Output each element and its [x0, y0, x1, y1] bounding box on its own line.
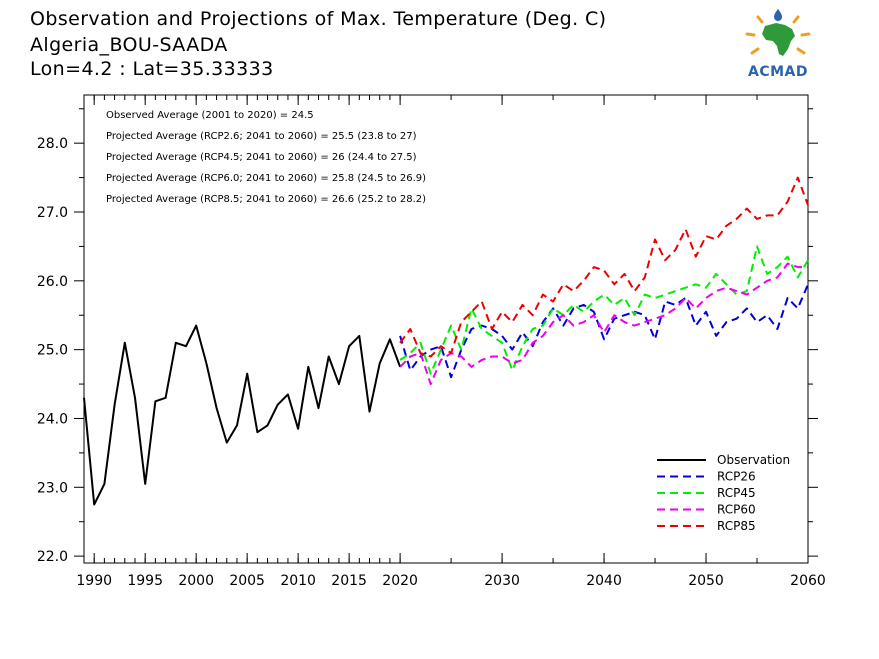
- y-tick-label: 24.0: [37, 411, 68, 427]
- y-tick-label: 26.0: [37, 274, 68, 290]
- legend-label: RCP26: [717, 470, 756, 484]
- station-name: Algeria_BOU-SAADA: [30, 34, 228, 56]
- legend-label: Observation: [717, 453, 790, 467]
- legend-label: RCP45: [717, 486, 756, 500]
- legend-label: RCP85: [717, 519, 756, 533]
- y-tick-label: 27.0: [37, 205, 68, 221]
- africa-sun-icon: [745, 9, 811, 56]
- y-tick-label: 28.0: [37, 136, 68, 152]
- y-tick-label: 25.0: [37, 343, 68, 359]
- average-annotation: Projected Average (RCP4.5; 2041 to 2060)…: [106, 152, 417, 163]
- average-annotation: Projected Average (RCP2.6; 2041 to 2060)…: [106, 131, 417, 142]
- x-tick-label: 2040: [586, 573, 622, 589]
- station-coordinates: Lon=4.2 : Lat=35.33333: [30, 58, 274, 80]
- y-tick-label: 22.0: [37, 549, 68, 565]
- series-line-rcp26: [399, 283, 809, 379]
- y-tick-label: 23.0: [37, 480, 68, 496]
- x-tick-label: 2010: [280, 573, 316, 589]
- acmad-logo-text: ACMAD: [748, 64, 808, 80]
- x-tick-label: 2050: [688, 573, 724, 589]
- average-annotation: Observed Average (2001 to 2020) = 24.5: [106, 110, 314, 121]
- series-line-rcp85: [399, 176, 809, 358]
- x-tick-label: 2005: [229, 573, 265, 589]
- x-tick-label: 2000: [178, 573, 214, 589]
- series-line-observation: [83, 324, 402, 506]
- plot-frame: [83, 94, 809, 564]
- x-tick-label: 2020: [382, 573, 418, 589]
- x-tick-label: 1990: [76, 573, 112, 589]
- average-annotation: Projected Average (RCP6.0; 2041 to 2060)…: [106, 173, 426, 184]
- average-annotation: Projected Average (RCP8.5; 2041 to 2060)…: [106, 194, 426, 205]
- chart-title: Observation and Projections of Max. Temp…: [30, 8, 607, 30]
- x-tick-label: 2060: [790, 573, 826, 589]
- x-tick-label: 2030: [484, 573, 520, 589]
- x-tick-label: 2015: [331, 573, 367, 589]
- acmad-logo: ACMAD: [738, 8, 818, 84]
- x-tick-label: 1995: [127, 573, 163, 589]
- legend-label: RCP60: [717, 503, 756, 517]
